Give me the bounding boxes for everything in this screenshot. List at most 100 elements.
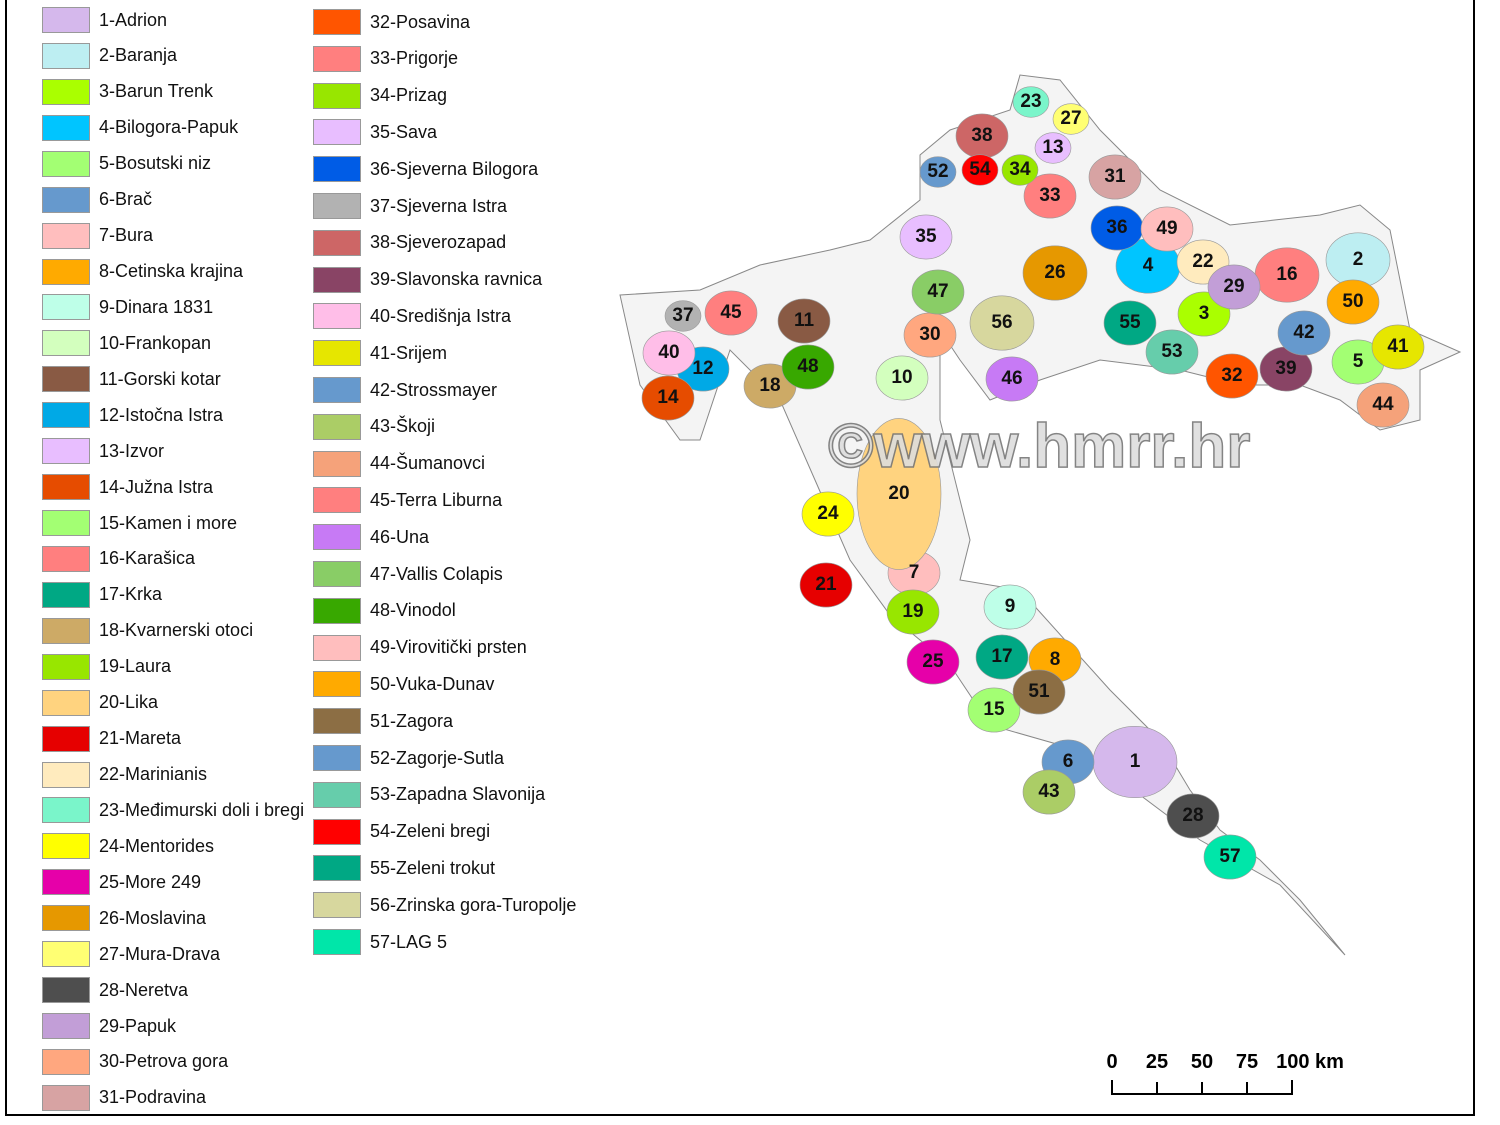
legend-swatch	[313, 9, 361, 35]
legend-item: 57-LAG 5	[313, 928, 447, 956]
legend-label: 3-Barun Trenk	[99, 81, 214, 102]
legend-item: 11-Gorski kotar	[42, 365, 221, 393]
legend-item: 55-Zeleni trokut	[313, 854, 495, 882]
map-region	[642, 330, 696, 376]
legend-swatch	[42, 114, 90, 141]
legend-label: 42-Strossmayer	[370, 379, 498, 400]
map-region	[1140, 206, 1194, 252]
legend-swatch	[42, 1048, 90, 1075]
legend-label: 9-Dinara 1831	[99, 296, 214, 317]
map-region	[1166, 793, 1220, 839]
legend-swatch	[313, 781, 361, 808]
legend-swatch	[42, 545, 90, 572]
legend-label: 51-Zagora	[370, 710, 454, 731]
legend-swatch	[313, 413, 361, 440]
region-number-label: 55	[1119, 312, 1141, 333]
legend-swatch	[313, 119, 361, 146]
legend-label: 54-Zeleni bregi	[370, 821, 491, 842]
region-number-label: 16	[1276, 264, 1297, 285]
legend-swatch	[42, 186, 90, 213]
legend-label: 18-Kvarnerski otoci	[99, 620, 254, 641]
legend-item: 54-Zeleni bregi	[313, 818, 490, 846]
legend-item: 8-Cetinska krajina	[42, 258, 243, 286]
region-number-label: 5	[1353, 351, 1364, 372]
legend-swatch	[313, 45, 361, 72]
legend-label: 31-Podravina	[99, 1087, 207, 1108]
legend-label: 36-Sjeverna Bilogora	[370, 158, 539, 179]
legend-item: 23-Međimurski doli i bregi	[42, 796, 304, 824]
legend-swatch	[42, 905, 90, 932]
legend-swatch	[42, 222, 90, 249]
map-region	[1145, 329, 1199, 375]
region-number-label: 48	[797, 356, 818, 377]
map-region	[777, 298, 831, 344]
map-region	[1277, 310, 1331, 356]
legend-label: 20-Lika	[99, 692, 159, 713]
legend-label: 55-Zeleni trokut	[370, 857, 496, 878]
map-region	[961, 154, 999, 186]
legend-label: 16-Karašica	[99, 548, 196, 569]
legend-swatch	[313, 671, 361, 698]
region-number-label: 3	[1199, 303, 1210, 324]
legend-item: 7-Bura	[42, 222, 153, 250]
legend-item: 56-Zrinska gora-Turopolje	[313, 891, 576, 919]
legend-item: 31-Podravina	[42, 1084, 206, 1112]
legend-label: 26-Moslavina	[99, 907, 207, 928]
region-number-label: 22	[1192, 251, 1213, 272]
legend-label: 53-Zapadna Slavonija	[370, 784, 546, 805]
legend-item: 2-Baranja	[42, 42, 177, 70]
legend-label: 37-Sjeverna Istra	[370, 195, 508, 216]
map-region	[801, 491, 855, 537]
watermark: ©www.hmrr.hr	[828, 412, 1250, 481]
legend-item: 4-Bilogora-Papuk	[42, 114, 238, 142]
region-number-label: 44	[1372, 394, 1394, 415]
region-number-label: 15	[983, 699, 1005, 720]
scale-bar: 0 25 50 75 100 km	[1106, 1051, 1344, 1095]
region-number-label: 33	[1039, 185, 1060, 206]
legend-swatch	[42, 294, 90, 321]
region-number-label: 47	[927, 281, 948, 302]
region-number-label: 25	[922, 651, 944, 672]
map-region	[664, 300, 702, 332]
legend-label: 23-Međimurski doli i bregi	[99, 799, 305, 820]
legend-item: 9-Dinara 1831	[42, 293, 213, 321]
region-number-label: 38	[971, 125, 992, 146]
legend-label: 44-Šumanovci	[370, 453, 486, 474]
legend-swatch	[313, 193, 361, 219]
legend-swatch	[313, 156, 361, 183]
map-region	[875, 355, 929, 401]
region-number-label: 57	[1219, 846, 1240, 867]
legend-swatch	[313, 561, 361, 587]
map-region	[1034, 132, 1072, 164]
legend-label: 12-Istočna Istra	[99, 404, 224, 425]
region-number-label: 10	[891, 367, 912, 388]
legend-item: 36-Sjeverna Bilogora	[313, 155, 538, 183]
region-number-label: 41	[1387, 336, 1409, 357]
legend-swatch	[313, 229, 361, 256]
legend-label: 21-Mareta	[99, 728, 182, 749]
region-number-label: 24	[817, 503, 839, 524]
legend-label: 30-Petrova gora	[99, 1051, 229, 1072]
legend-swatch	[313, 855, 361, 882]
region-number-label: 36	[1106, 217, 1127, 238]
region-number-label: 29	[1223, 276, 1244, 297]
legend-item: 37-Sjeverna Istra	[313, 192, 507, 220]
legend-label: 33-Prigorje	[370, 48, 459, 69]
legend-item: 49-Virovitički prsten	[313, 634, 527, 662]
region-number-label: 43	[1038, 781, 1059, 802]
map-region	[1001, 154, 1039, 186]
legend-swatch	[42, 941, 90, 968]
legend-swatch	[313, 745, 361, 771]
legend-swatch	[42, 833, 90, 860]
legend-swatch	[42, 150, 90, 177]
legend-item: 39-Slavonska ravnica	[313, 266, 542, 294]
region-number-label: 26	[1044, 262, 1065, 283]
map-region	[1023, 173, 1077, 219]
legend-swatch	[42, 258, 90, 285]
region-number-label: 50	[1342, 291, 1363, 312]
map-region	[1022, 769, 1076, 815]
legend-swatch	[42, 581, 90, 608]
legend-item: 25-More 249	[42, 868, 201, 896]
legend-label: 28-Neretva	[99, 979, 189, 1000]
legend-item: 45-Terra Liburna	[313, 486, 502, 514]
